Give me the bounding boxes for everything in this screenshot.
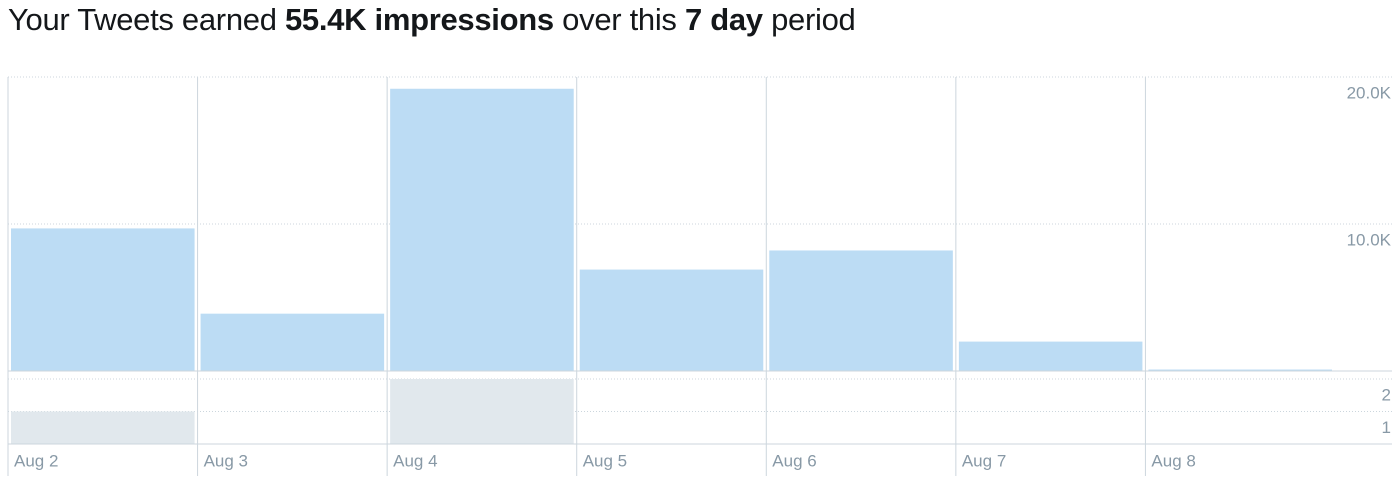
x-tick-label: Aug 4 <box>393 451 437 470</box>
x-tick-label: Aug 7 <box>962 451 1006 470</box>
bar <box>1148 369 1332 371</box>
bar <box>958 341 1143 371</box>
bar <box>769 250 953 371</box>
bar <box>200 313 385 371</box>
title-segment: over this <box>562 2 677 37</box>
title-segment: period <box>771 2 856 37</box>
y-tick-label: 2 <box>1382 385 1391 404</box>
bar <box>390 88 574 371</box>
x-tick-label: Aug 3 <box>204 451 248 470</box>
y-tick-label: 10.0K <box>1347 230 1392 249</box>
bar <box>390 379 574 444</box>
bar <box>11 228 195 371</box>
bar <box>11 411 195 444</box>
bar <box>579 269 764 371</box>
title-segment: 7 day <box>684 2 763 37</box>
title-segment: 55.4K impressions <box>284 2 554 37</box>
x-tick-label: Aug 8 <box>1151 451 1195 470</box>
x-tick-label: Aug 2 <box>14 451 58 470</box>
y-tick-label: 20.0K <box>1347 83 1392 102</box>
title: Your Tweets earned 55.4K impressions ove… <box>8 2 856 38</box>
title-segment: Your Tweets earned <box>8 2 277 37</box>
x-tick-label: Aug 6 <box>772 451 816 470</box>
y-tick-label: 1 <box>1382 418 1391 437</box>
x-tick-label: Aug 5 <box>583 451 627 470</box>
